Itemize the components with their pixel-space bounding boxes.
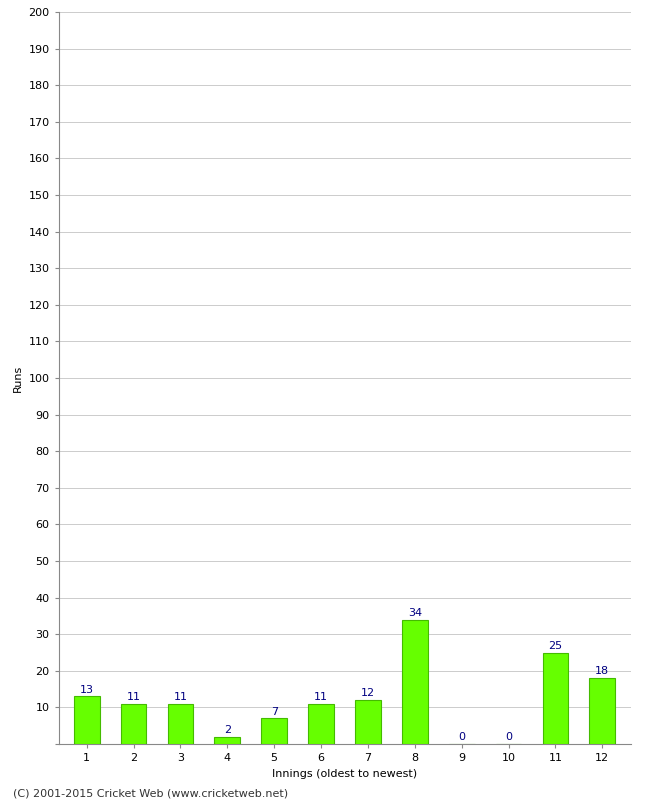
Text: 2: 2	[224, 725, 231, 735]
Text: 12: 12	[361, 688, 375, 698]
Bar	[214, 737, 240, 744]
Bar	[168, 704, 193, 744]
Text: 0: 0	[505, 732, 512, 742]
Bar	[121, 704, 146, 744]
Bar	[355, 700, 381, 744]
Text: 13: 13	[80, 685, 94, 694]
Bar	[261, 718, 287, 744]
Text: (C) 2001-2015 Cricket Web (www.cricketweb.net): (C) 2001-2015 Cricket Web (www.cricketwe…	[13, 788, 288, 798]
Text: 11: 11	[127, 692, 140, 702]
Bar	[73, 697, 99, 744]
Text: 11: 11	[174, 692, 187, 702]
X-axis label: Innings (oldest to newest): Innings (oldest to newest)	[272, 769, 417, 778]
Bar	[543, 653, 568, 744]
Bar	[402, 619, 428, 744]
Y-axis label: Runs: Runs	[13, 364, 23, 392]
Text: 7: 7	[270, 706, 278, 717]
Bar	[308, 704, 334, 744]
Bar	[590, 678, 616, 744]
Text: 34: 34	[408, 608, 422, 618]
Text: 25: 25	[549, 641, 562, 650]
Text: 0: 0	[458, 732, 465, 742]
Text: 11: 11	[314, 692, 328, 702]
Text: 18: 18	[595, 666, 610, 676]
